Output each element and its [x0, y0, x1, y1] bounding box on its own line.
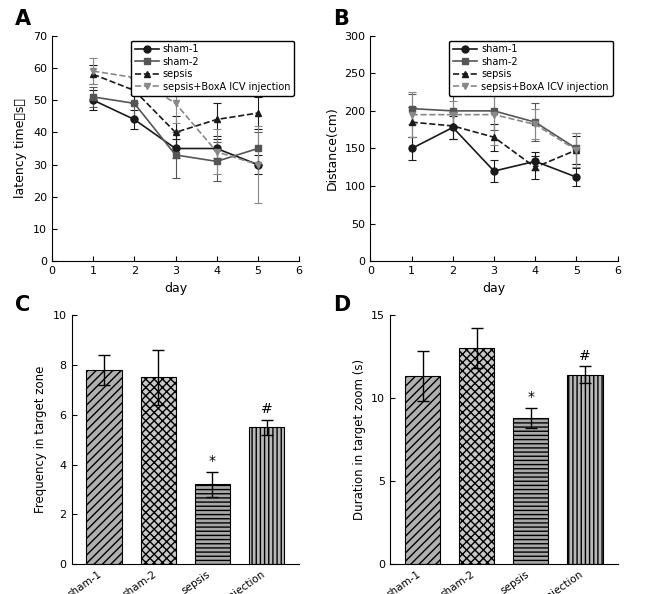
- Legend: sham-1, sham-2, sepsis, sepsis+BoxA ICV injection: sham-1, sham-2, sepsis, sepsis+BoxA ICV …: [131, 40, 294, 96]
- Text: #: #: [261, 402, 272, 416]
- Text: B: B: [333, 8, 349, 29]
- Text: *: *: [527, 390, 534, 404]
- Y-axis label: Duration in target zoom (s): Duration in target zoom (s): [352, 359, 365, 520]
- Text: *: *: [209, 454, 216, 468]
- Text: A: A: [15, 8, 31, 29]
- Bar: [459, 348, 494, 564]
- Legend: sham-1, sham-2, sepsis, sepsis+BoxA ICV injection: sham-1, sham-2, sepsis, sepsis+BoxA ICV …: [449, 40, 613, 96]
- Y-axis label: Frequency in target zone: Frequency in target zone: [34, 366, 47, 513]
- X-axis label: day: day: [482, 282, 506, 295]
- Text: D: D: [333, 295, 350, 315]
- Bar: [195, 485, 230, 564]
- Bar: [514, 418, 549, 564]
- Bar: [249, 427, 284, 564]
- Bar: [140, 377, 176, 564]
- X-axis label: day: day: [164, 282, 187, 295]
- Bar: [405, 377, 440, 564]
- Y-axis label: latency time（s）: latency time（s）: [14, 99, 27, 198]
- Text: #: #: [579, 349, 591, 362]
- Bar: [567, 375, 603, 564]
- Y-axis label: Distance(cm): Distance(cm): [326, 107, 339, 190]
- Text: C: C: [14, 295, 30, 315]
- Bar: [86, 369, 122, 564]
